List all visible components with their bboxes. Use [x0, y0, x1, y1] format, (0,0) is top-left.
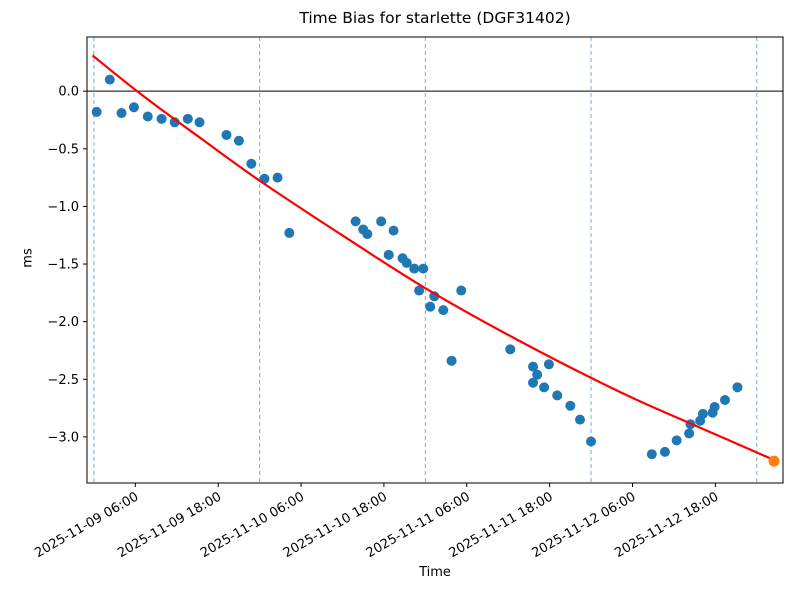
data-point: [104, 74, 115, 85]
data-point: [414, 285, 425, 296]
data-point: [732, 382, 743, 393]
y-tick-label: −2.0: [47, 315, 79, 330]
y-tick-label: −2.5: [47, 373, 79, 388]
data-point: [246, 158, 257, 169]
data-point: [671, 435, 682, 446]
fit-line: [91, 54, 775, 462]
data-point: [646, 449, 657, 460]
data-point: [425, 301, 436, 312]
data-point: [539, 382, 550, 393]
data-point: [505, 344, 516, 355]
data-point: [221, 129, 232, 140]
data-point: [575, 414, 585, 425]
data-point: [362, 229, 373, 240]
data-point: [684, 428, 695, 439]
data-point: [586, 436, 597, 447]
data-point: [565, 400, 576, 411]
y-tick-label: 0.0: [58, 85, 79, 100]
data-point: [409, 263, 420, 274]
data-point: [438, 305, 449, 316]
data-point: [142, 111, 153, 122]
data-point: [697, 408, 708, 419]
data-point: [456, 285, 467, 296]
data-point: [182, 113, 193, 124]
data-point: [91, 106, 102, 117]
data-point: [401, 257, 412, 268]
data-point: [528, 377, 539, 388]
data-point: [376, 216, 387, 227]
y-tick-label: −3.0: [47, 430, 79, 445]
data-point: [272, 172, 283, 183]
data-point: [659, 446, 670, 457]
x-axis-label: Time: [419, 565, 451, 580]
predicted-point: [768, 455, 780, 467]
data-point: [709, 401, 720, 412]
data-point: [446, 355, 457, 366]
data-point: [388, 225, 399, 236]
data-point: [116, 108, 127, 119]
y-axis-label: ms: [20, 248, 36, 268]
data-point: [194, 117, 205, 128]
data-point: [383, 249, 394, 260]
chart-title: Time Bias for starlette (DGF31402): [299, 9, 571, 27]
data-point: [284, 227, 295, 238]
data-point: [543, 359, 554, 370]
axes-spines: [86, 36, 784, 484]
data-point: [532, 369, 543, 380]
data-point: [233, 135, 244, 146]
data-point: [156, 113, 167, 124]
y-tick-label: −1.0: [47, 200, 79, 215]
y-tick-label: −0.5: [47, 142, 79, 157]
data-point: [720, 395, 730, 406]
data-point: [552, 390, 563, 401]
y-tick-label: −1.5: [47, 258, 79, 273]
data-point: [528, 361, 539, 372]
data-point: [418, 263, 429, 274]
data-point: [350, 216, 361, 227]
data-point: [128, 102, 139, 113]
